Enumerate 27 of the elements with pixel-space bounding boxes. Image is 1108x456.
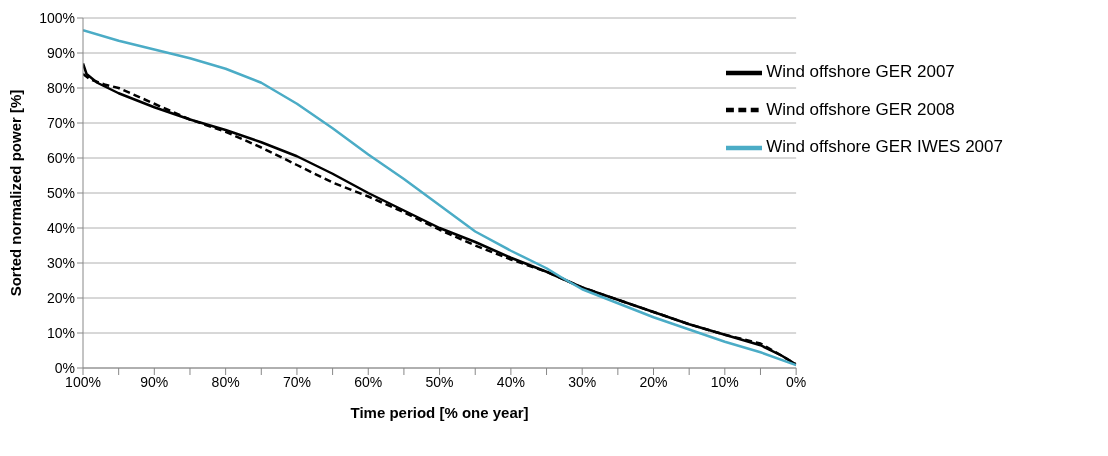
y-tick-label: 90% (46, 44, 75, 61)
legend-label: Wind offshore GER 2008 (766, 99, 955, 119)
y-tick-label: 0% (54, 359, 75, 376)
y-tick-label: 20% (46, 289, 75, 306)
x-tick-label: 60% (354, 373, 383, 390)
x-tick-label: 20% (639, 373, 668, 390)
x-axis-title: Time period [% one year] (350, 404, 529, 421)
x-tick-label: 50% (425, 373, 454, 390)
x-tick-label: 0% (786, 373, 807, 390)
legend-label: Wind offshore GER 2007 (766, 62, 955, 81)
y-tick-label: 30% (46, 254, 75, 271)
x-tick-label: 10% (710, 373, 739, 390)
y-tick-label: 70% (46, 114, 75, 131)
x-tick-label: 90% (140, 373, 169, 390)
y-tick-label: 40% (46, 219, 75, 236)
legend-label: Wind offshore GER IWES 2007 (766, 137, 1003, 157)
y-tick-label: 10% (46, 324, 75, 341)
y-tick-label: 100% (39, 9, 75, 26)
x-tick-label: 70% (282, 373, 311, 390)
x-tick-label: 30% (568, 373, 597, 390)
y-tick-label: 60% (46, 149, 75, 166)
x-tick-label: 100% (65, 373, 101, 390)
x-tick-label: 80% (211, 373, 240, 390)
y-tick-label: 50% (46, 184, 75, 201)
x-tick-label: 40% (496, 373, 525, 390)
y-tick-label: 80% (46, 79, 75, 96)
y-axis-title: Sorted normalized power [%] (7, 89, 25, 297)
